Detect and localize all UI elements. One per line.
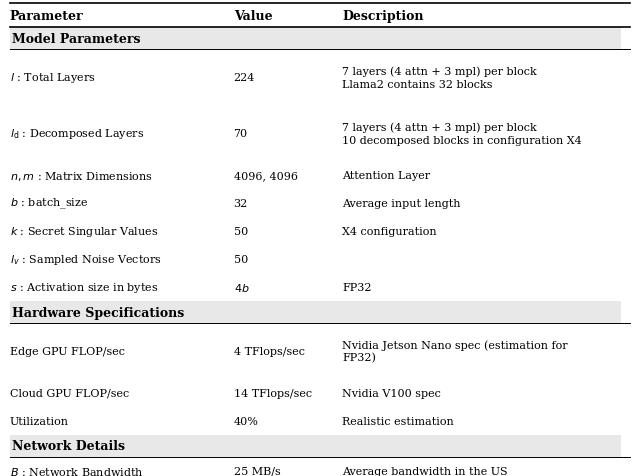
Text: Value: Value: [234, 10, 272, 22]
Bar: [10, 28, 621, 50]
Text: 4096, 4096: 4096, 4096: [234, 170, 298, 180]
Text: Nvidia V100 spec: Nvidia V100 spec: [342, 388, 441, 398]
Text: Average bandwidth in the US: Average bandwidth in the US: [342, 466, 508, 476]
Text: 4 TFlops/sec: 4 TFlops/sec: [234, 346, 305, 356]
Text: Hardware Specifications: Hardware Specifications: [12, 306, 184, 319]
Text: Llama2 contains 32 blocks: Llama2 contains 32 blocks: [342, 79, 493, 89]
Text: Network Details: Network Details: [12, 439, 125, 453]
Text: Model Parameters: Model Parameters: [12, 32, 140, 45]
Text: FP32): FP32): [342, 353, 376, 363]
Text: Cloud GPU FLOP/sec: Cloud GPU FLOP/sec: [10, 388, 129, 398]
Text: $n, m$ : Matrix Dimensions: $n, m$ : Matrix Dimensions: [10, 169, 152, 182]
Text: Parameter: Parameter: [10, 10, 83, 22]
Text: FP32: FP32: [342, 282, 372, 292]
Text: Attention Layer: Attention Layer: [342, 170, 431, 180]
Text: 32: 32: [234, 198, 248, 208]
Text: Nvidia Jetson Nano spec (estimation for: Nvidia Jetson Nano spec (estimation for: [342, 339, 568, 350]
Text: $l_{v}$ : Sampled Noise Vectors: $l_{v}$ : Sampled Noise Vectors: [10, 252, 161, 267]
Text: 7 layers (4 attn + 3 mpl) per block: 7 layers (4 attn + 3 mpl) per block: [342, 66, 537, 77]
Text: 10 decomposed blocks in configuration X4: 10 decomposed blocks in configuration X4: [342, 135, 582, 145]
Text: $l$ : Total Layers: $l$ : Total Layers: [10, 71, 95, 85]
Text: 40%: 40%: [234, 416, 259, 426]
Text: Utilization: Utilization: [10, 416, 68, 426]
Bar: [10, 435, 621, 457]
Text: $l_{\mathrm{d}}$ : Decomposed Layers: $l_{\mathrm{d}}$ : Decomposed Layers: [10, 127, 144, 141]
Text: X4 configuration: X4 configuration: [342, 227, 437, 237]
Text: 25 MB/s: 25 MB/s: [234, 466, 280, 476]
Bar: [10, 301, 621, 323]
Text: 50: 50: [234, 227, 248, 237]
Text: 50: 50: [234, 255, 248, 265]
Text: 224: 224: [234, 73, 255, 83]
Text: Description: Description: [342, 10, 424, 22]
Text: $4b$: $4b$: [234, 281, 249, 293]
Text: Realistic estimation: Realistic estimation: [342, 416, 454, 426]
Text: 7 layers (4 attn + 3 mpl) per block: 7 layers (4 attn + 3 mpl) per block: [342, 122, 537, 132]
Text: $b$ : batch_size: $b$ : batch_size: [10, 197, 88, 211]
Text: Edge GPU FLOP/sec: Edge GPU FLOP/sec: [10, 346, 125, 356]
Text: $s$ : Activation size in bytes: $s$ : Activation size in bytes: [10, 280, 158, 294]
Text: 14 TFlops/sec: 14 TFlops/sec: [234, 388, 312, 398]
Text: $B$ : Network Bandwidth: $B$ : Network Bandwidth: [10, 465, 143, 476]
Text: 70: 70: [234, 129, 248, 139]
Text: Average input length: Average input length: [342, 198, 461, 208]
Text: $k$ : Secret Singular Values: $k$ : Secret Singular Values: [10, 225, 158, 238]
